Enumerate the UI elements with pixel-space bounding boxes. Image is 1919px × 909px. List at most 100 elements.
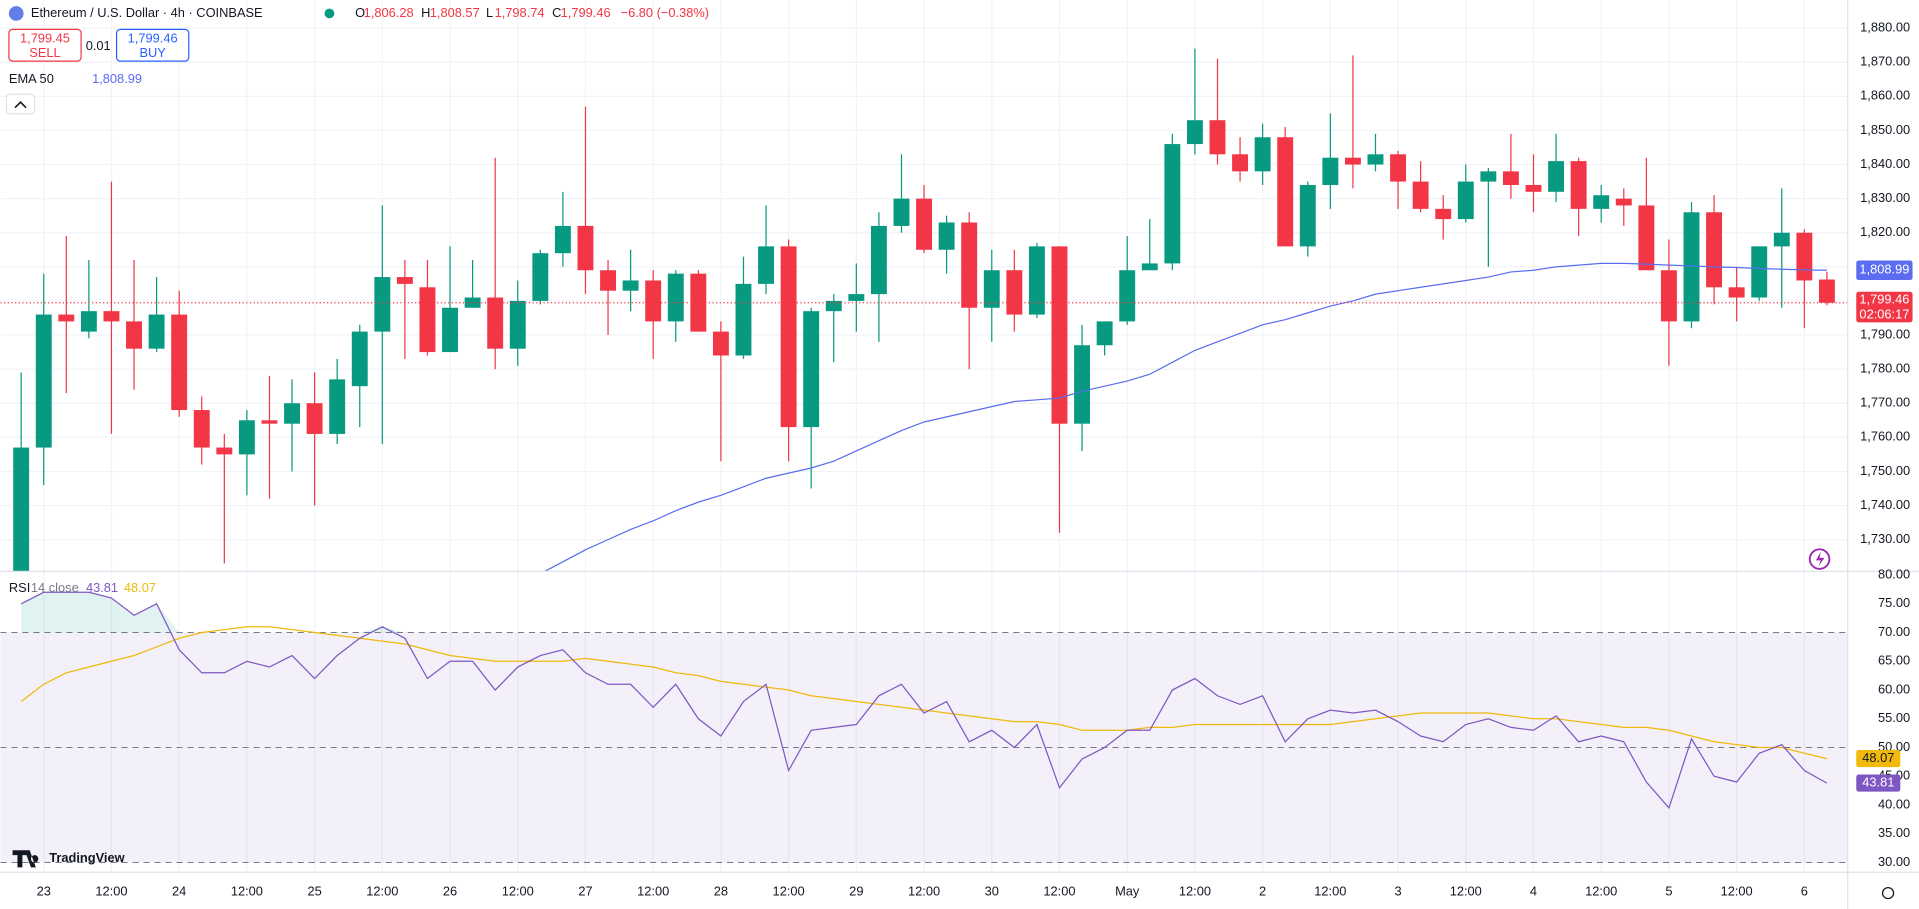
candle-body — [893, 198, 910, 226]
rsi-tag — [1856, 774, 1901, 792]
x-tick-label: 4 — [1530, 883, 1537, 898]
rsi-legend-name[interactable]: RSI — [9, 580, 30, 595]
ohlc-value: 1,806.28 — [364, 5, 414, 20]
candle-body — [1751, 246, 1768, 298]
candle-body — [374, 277, 391, 332]
settings-icon[interactable] — [1881, 886, 1895, 900]
ohlc-key: L — [486, 5, 493, 20]
collapse-button[interactable] — [5, 93, 36, 115]
candle-body — [419, 287, 436, 353]
ema-legend-name[interactable]: EMA 50 — [9, 71, 54, 86]
rsi-ma-line — [20, 626, 1828, 760]
candle-body — [509, 300, 526, 349]
y-tick-label: 1,730.00 — [1860, 531, 1910, 546]
candle-body — [1480, 171, 1497, 182]
x-tick-label: 12:00 — [1043, 883, 1075, 898]
candle-body — [13, 447, 30, 572]
candle-body — [1051, 246, 1068, 424]
logo-text: TradingView — [49, 850, 124, 865]
candle-body — [126, 321, 142, 349]
rsi-tick-label: 40.00 — [1878, 796, 1910, 811]
y-tick-label: 1,780.00 — [1860, 361, 1910, 376]
x-tick-label: 12:00 — [366, 883, 398, 898]
candle-body — [193, 410, 210, 448]
symbol-title[interactable]: Ethereum / U.S. Dollar · 4h · COINBASE — [31, 5, 263, 20]
candle-body — [1186, 120, 1203, 145]
candle-body — [1277, 137, 1294, 247]
x-tick-label: 26 — [443, 883, 457, 898]
x-tick-label: 2 — [1259, 883, 1266, 898]
y-tick-label: 1,850.00 — [1860, 122, 1910, 137]
x-tick-label: 12:00 — [1314, 883, 1346, 898]
rsi-tick-label: 65.00 — [1878, 653, 1910, 668]
rsi-ma-legend-value: 48.07 — [124, 580, 156, 595]
change: −6.80 (−0.38%) — [621, 5, 709, 20]
last-price-tag — [1856, 291, 1913, 323]
candle-body — [1209, 120, 1226, 155]
x-tick-label: 5 — [1665, 883, 1672, 898]
candle-body — [1525, 184, 1542, 192]
ohlc-key: H — [421, 5, 430, 20]
candle-body — [396, 277, 413, 284]
ohlc-value: 1,808.57 — [430, 5, 480, 20]
candle-body — [1096, 321, 1113, 346]
candle-body — [80, 311, 97, 332]
candle-body — [216, 447, 233, 455]
x-tick-label: 24 — [172, 883, 186, 898]
x-tick-label: 12:00 — [637, 883, 669, 898]
candle-body — [577, 225, 594, 271]
x-tick-label: 12:00 — [231, 883, 263, 898]
x-tick-label: 25 — [307, 883, 321, 898]
candle-body — [1074, 345, 1091, 424]
candle-body — [1344, 157, 1361, 165]
candle-body — [532, 253, 549, 301]
x-tick-label: 12:00 — [1585, 883, 1617, 898]
candle-body — [1390, 154, 1407, 182]
lightning-icon — [1815, 551, 1825, 567]
ohlc-value: 1,799.46 — [561, 5, 611, 20]
candle-body — [1706, 212, 1723, 288]
buy-button[interactable] — [115, 28, 190, 62]
x-tick-label: 28 — [714, 883, 728, 898]
candle-body — [600, 270, 616, 291]
candle-body — [329, 379, 346, 434]
x-tick-label: 30 — [985, 883, 999, 898]
candle-body — [780, 246, 797, 428]
rsi-tick-label: 75.00 — [1878, 595, 1910, 610]
sell-button[interactable] — [8, 28, 82, 62]
y-tick-label: 1,860.00 — [1860, 88, 1910, 103]
candle-body — [1548, 161, 1565, 192]
candle-body — [1322, 157, 1339, 185]
candle-body — [758, 246, 774, 284]
candle-body — [351, 331, 368, 387]
candle-body — [961, 222, 978, 308]
candle-body — [238, 420, 255, 455]
market-open-dot — [324, 8, 335, 19]
candle-body — [1232, 154, 1249, 172]
candle-body — [1164, 144, 1181, 264]
candle-body — [464, 297, 481, 308]
candle-body — [1502, 171, 1519, 185]
candle-body — [1254, 137, 1271, 172]
x-tick-label: 12:00 — [773, 883, 805, 898]
candle-body — [1683, 212, 1700, 322]
collapse-icon — [14, 101, 27, 109]
lightning-button[interactable] — [1808, 548, 1831, 570]
ema-tag — [1856, 260, 1913, 281]
x-tick-label: May — [1115, 883, 1140, 898]
candle-body — [487, 297, 504, 349]
y-tick-label: 1,770.00 — [1860, 395, 1910, 410]
x-tick-label: 12:00 — [908, 883, 940, 898]
rsi-tick-label: 60.00 — [1878, 681, 1910, 696]
x-tick-label: 29 — [849, 883, 863, 898]
candle-body — [554, 225, 571, 254]
y-tick-label: 1,880.00 — [1860, 20, 1910, 35]
rsi-tag-label: 48.07 — [1862, 750, 1894, 765]
x-tick-label: 6 — [1801, 883, 1808, 898]
rsi-tick-label: 70.00 — [1878, 624, 1910, 639]
candle-body — [1638, 205, 1655, 271]
buy-price: 1,799.46 — [128, 31, 178, 46]
last-price-label: 1,799.46 — [1859, 292, 1909, 307]
candle-body — [1593, 195, 1610, 209]
